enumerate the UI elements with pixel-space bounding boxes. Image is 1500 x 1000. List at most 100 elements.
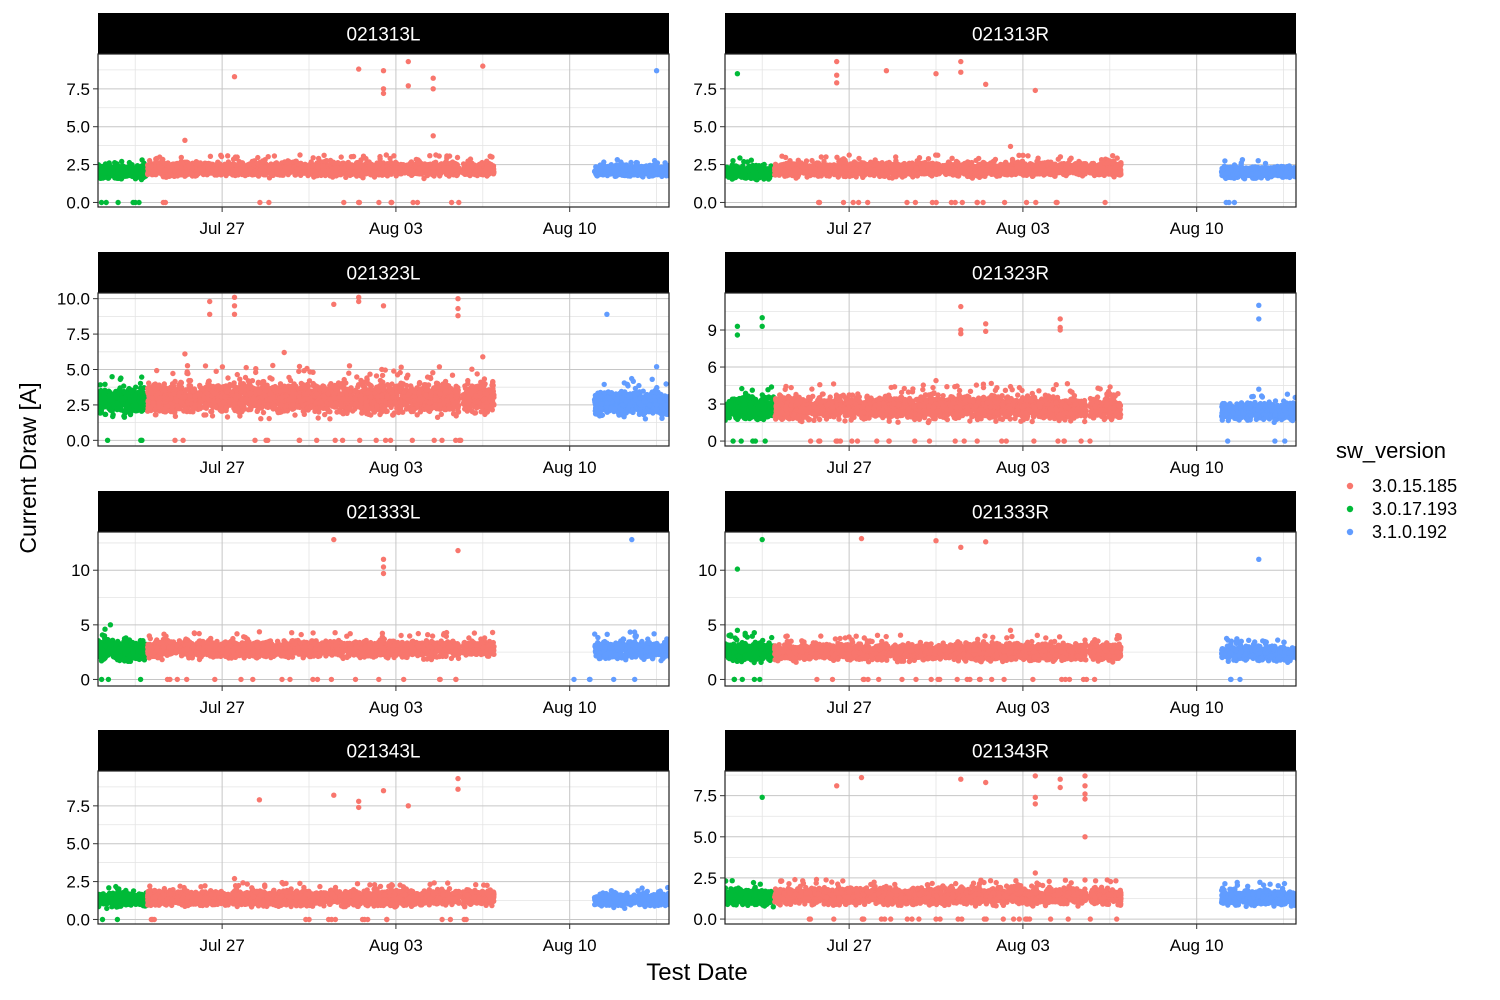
outlier-point bbox=[734, 71, 741, 77]
data-point bbox=[669, 167, 674, 172]
data-point bbox=[678, 166, 683, 171]
data-point bbox=[746, 174, 752, 180]
data-point bbox=[677, 167, 682, 172]
data-point bbox=[614, 157, 620, 163]
facet-strip bbox=[98, 13, 669, 54]
data-point bbox=[627, 165, 633, 172]
data-point bbox=[683, 166, 688, 171]
data-point bbox=[669, 172, 674, 177]
data-point bbox=[222, 161, 228, 167]
data-point bbox=[732, 172, 739, 178]
data-point bbox=[688, 166, 693, 171]
data-point bbox=[677, 167, 682, 172]
data-point bbox=[678, 171, 683, 176]
data-point bbox=[673, 166, 678, 171]
data-point bbox=[444, 153, 450, 159]
data-point bbox=[267, 165, 273, 172]
data-point bbox=[676, 169, 681, 174]
data-point bbox=[361, 165, 367, 171]
data-point bbox=[659, 168, 665, 174]
data-point bbox=[686, 166, 691, 171]
data-point bbox=[685, 164, 690, 169]
data-point bbox=[688, 167, 693, 172]
data-point bbox=[674, 171, 679, 176]
data-point bbox=[128, 169, 135, 175]
data-point bbox=[628, 159, 634, 166]
data-point bbox=[676, 167, 681, 172]
zero-point bbox=[115, 199, 121, 206]
data-point bbox=[675, 171, 680, 176]
data-point bbox=[215, 159, 221, 165]
data-point bbox=[367, 165, 374, 172]
data-point bbox=[677, 172, 682, 177]
data-point bbox=[490, 169, 497, 175]
data-point bbox=[674, 167, 679, 172]
data-point bbox=[619, 172, 625, 178]
data-point bbox=[673, 165, 678, 170]
data-point bbox=[625, 172, 631, 179]
data-point bbox=[464, 165, 470, 171]
data-point bbox=[441, 161, 447, 167]
data-point bbox=[119, 158, 125, 165]
data-point bbox=[685, 165, 690, 170]
y-tick-label: 5.0 bbox=[66, 118, 90, 137]
data-point bbox=[684, 166, 689, 171]
data-points bbox=[98, 58, 693, 206]
data-point bbox=[285, 171, 291, 178]
data-point bbox=[276, 163, 282, 169]
data-point bbox=[269, 170, 275, 177]
data-point bbox=[677, 168, 682, 173]
data-point bbox=[683, 166, 688, 171]
data-point bbox=[460, 161, 467, 167]
data-point bbox=[673, 167, 678, 172]
outlier-point bbox=[380, 86, 387, 92]
data-point bbox=[676, 171, 681, 176]
data-point bbox=[343, 174, 349, 180]
data-point bbox=[677, 168, 682, 173]
data-point bbox=[613, 172, 619, 179]
data-point bbox=[487, 153, 493, 159]
data-point bbox=[315, 155, 322, 162]
zero-point bbox=[130, 199, 136, 206]
data-point bbox=[423, 163, 429, 169]
outlier-point bbox=[430, 86, 436, 92]
data-point bbox=[430, 165, 437, 171]
data-point bbox=[677, 170, 682, 175]
series-3.0.15.185 bbox=[772, 58, 1124, 206]
data-point bbox=[161, 160, 168, 167]
data-point bbox=[673, 172, 678, 177]
data-point bbox=[646, 171, 652, 177]
data-point bbox=[678, 166, 683, 171]
data-point bbox=[678, 168, 683, 173]
facet-strip-label: 021313L bbox=[347, 25, 421, 46]
data-point bbox=[146, 157, 153, 164]
panel-border bbox=[97, 53, 670, 208]
data-point bbox=[417, 166, 423, 172]
zero-point bbox=[388, 199, 394, 206]
x-tick-label: Aug 10 bbox=[543, 219, 597, 238]
data-point bbox=[672, 167, 677, 172]
data-point bbox=[258, 171, 264, 177]
data-point bbox=[680, 173, 685, 178]
data-point bbox=[122, 173, 129, 179]
data-point bbox=[765, 166, 771, 172]
data-point bbox=[99, 167, 105, 174]
data-point bbox=[677, 169, 682, 174]
data-point bbox=[653, 165, 660, 171]
data-point bbox=[684, 166, 689, 171]
data-point bbox=[328, 171, 334, 178]
series-3.0.17.193 bbox=[98, 157, 150, 206]
data-point bbox=[99, 163, 105, 170]
y-tick-label: 2.5 bbox=[66, 156, 90, 175]
data-point bbox=[595, 166, 601, 172]
data-point bbox=[225, 165, 231, 172]
data-point bbox=[685, 164, 690, 169]
data-point bbox=[441, 165, 447, 172]
data-point bbox=[485, 171, 492, 178]
data-point bbox=[183, 170, 189, 176]
data-point bbox=[306, 168, 313, 175]
data-point bbox=[396, 165, 403, 171]
data-point bbox=[673, 169, 678, 174]
data-point bbox=[685, 170, 690, 175]
